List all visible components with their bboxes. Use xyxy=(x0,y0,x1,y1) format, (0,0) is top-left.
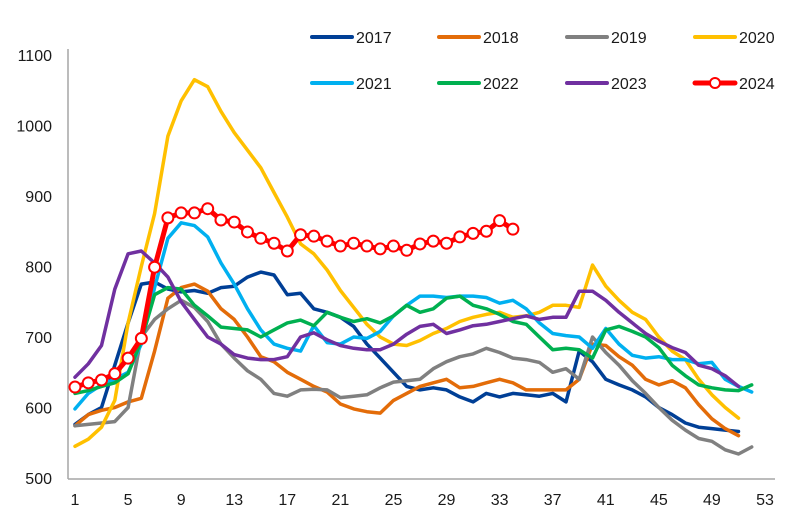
data-point-2024 xyxy=(413,237,427,251)
series-2017 xyxy=(73,270,741,434)
data-point-2024 xyxy=(479,224,493,238)
legend-label: 2022 xyxy=(483,76,519,93)
series-2023 xyxy=(73,249,741,389)
data-point-2024 xyxy=(95,373,109,387)
data-point-2024 xyxy=(241,225,254,239)
x-tick-label: 13 xyxy=(225,492,243,509)
x-axis-tick-labels: 1 5 9 13 17 21 25 29 33 37 41 45 49 53 xyxy=(71,492,774,509)
legend-item-2023: 2023 xyxy=(565,76,647,93)
data-point-2024 xyxy=(440,236,454,250)
legend-label: 2019 xyxy=(611,30,647,47)
x-tick-label: 37 xyxy=(544,492,562,509)
data-point-2024 xyxy=(214,213,228,227)
legend-label: 2020 xyxy=(739,30,775,47)
legend-label: 2021 xyxy=(356,76,392,93)
legend-label: 2017 xyxy=(356,30,392,47)
data-point-2024 xyxy=(466,226,480,240)
data-point-2024 xyxy=(134,331,148,345)
series-2021 xyxy=(73,221,754,411)
legend-item-2018: 2018 xyxy=(437,30,519,47)
data-point-2024 xyxy=(453,230,467,244)
legend-label: 2024 xyxy=(739,76,775,93)
data-point-2024 xyxy=(108,367,122,381)
legend-item-2019: 2019 xyxy=(565,30,647,47)
y-tick-label: 1000 xyxy=(16,119,52,136)
data-point-2024 xyxy=(227,215,241,229)
x-tick-label: 49 xyxy=(703,492,721,509)
data-point-2024 xyxy=(121,351,135,365)
series-line-2022 xyxy=(73,285,754,396)
data-point-2024 xyxy=(148,260,162,274)
x-tick-label: 53 xyxy=(756,492,774,509)
series-2020 xyxy=(73,77,741,449)
series-line-2019 xyxy=(73,298,754,456)
data-point-2024 xyxy=(493,214,507,228)
data-point-2024 xyxy=(386,239,400,253)
data-point-2024 xyxy=(333,239,347,253)
series-2022 xyxy=(73,285,754,396)
legend-label: 2018 xyxy=(483,30,519,47)
x-tick-label: 29 xyxy=(438,492,456,509)
data-point-2024 xyxy=(187,206,201,220)
data-point-2024 xyxy=(400,243,414,257)
series-line-2024 xyxy=(72,206,516,390)
y-axis-tick-labels: 500 600 700 800 900 1000 1100 xyxy=(16,48,52,488)
series-2018 xyxy=(73,282,741,438)
y-tick-label: 1100 xyxy=(18,48,53,65)
data-point-2024 xyxy=(320,234,334,248)
series-line-2023 xyxy=(73,249,741,389)
y-tick-label: 700 xyxy=(25,330,52,347)
legend-item-2022: 2022 xyxy=(437,76,519,93)
x-tick-label: 33 xyxy=(491,492,509,509)
data-point-2024 xyxy=(506,222,520,236)
series-line-2018 xyxy=(73,282,741,438)
legend-item-2021: 2021 xyxy=(310,76,392,93)
y-tick-label: 600 xyxy=(25,401,52,418)
data-point-2024 xyxy=(307,229,321,243)
series-line-2021 xyxy=(73,221,754,411)
legend-marker xyxy=(709,77,721,89)
data-point-2024 xyxy=(280,244,294,258)
series-line-2020 xyxy=(73,77,741,449)
y-tick-label: 800 xyxy=(25,260,52,277)
legend: 2017 2018 2019 2020 2021 2022 2023 2024 xyxy=(310,30,775,93)
legend-label: 2023 xyxy=(611,76,647,93)
data-point-2024 xyxy=(254,231,268,245)
data-point-2024 xyxy=(201,202,215,216)
x-tick-label: 1 xyxy=(71,492,80,509)
legend-item-2017: 2017 xyxy=(310,30,392,47)
data-point-2024 xyxy=(161,211,175,225)
axes xyxy=(67,49,775,480)
data-point-2024 xyxy=(347,236,361,250)
x-tick-label: 25 xyxy=(385,492,403,509)
data-point-2024 xyxy=(373,242,387,256)
data-point-2024 xyxy=(360,239,374,253)
data-point-2024 xyxy=(426,234,440,248)
data-point-2024 xyxy=(174,206,188,220)
series-2024 xyxy=(68,202,520,394)
x-tick-label: 45 xyxy=(650,492,668,509)
series-2019 xyxy=(73,298,754,456)
data-point-2024 xyxy=(81,376,95,390)
series-layer xyxy=(68,77,754,456)
legend-item-2024: 2024 xyxy=(692,76,775,93)
x-tick-label: 9 xyxy=(177,492,186,509)
x-tick-label: 17 xyxy=(278,492,296,509)
x-tick-label: 41 xyxy=(597,492,615,509)
x-tick-label: 21 xyxy=(331,492,349,509)
data-point-2024 xyxy=(294,228,308,242)
x-tick-label: 5 xyxy=(124,492,133,509)
data-point-2024 xyxy=(68,380,82,394)
data-point-2024 xyxy=(267,236,281,250)
legend-item-2020: 2020 xyxy=(693,30,775,47)
y-tick-label: 500 xyxy=(25,471,52,488)
y-tick-label: 900 xyxy=(25,189,52,206)
series-line-2017 xyxy=(73,270,741,434)
